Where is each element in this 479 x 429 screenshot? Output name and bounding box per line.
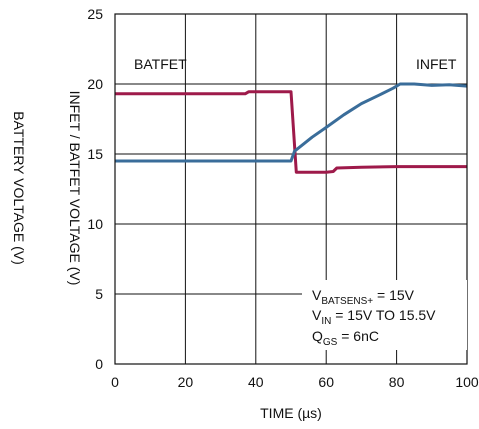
y-tick-label: 10	[87, 216, 103, 232]
y-axis-label: INFET / BATFET VOLTAGE (V)	[67, 91, 83, 286]
annotation-vin: VIN = 15V TO 15.5V	[312, 307, 436, 327]
y-tick-labels: 0 5 10 15 20 25	[87, 6, 103, 372]
series-line-infet	[115, 82, 468, 163]
annotation-vbatsens: VBATSENS+ = 15V	[312, 287, 415, 307]
x-tick-label: 20	[178, 374, 194, 390]
x-tick-labels: 0 20 40 60 80 100	[111, 374, 479, 390]
y-tick-label: 20	[87, 76, 103, 92]
x-tick-label: 100	[455, 374, 479, 390]
series-label-batfet: BATFET	[134, 56, 187, 72]
x-tick-label: 40	[248, 374, 264, 390]
y-tick-label: 5	[95, 286, 103, 302]
y-tick-label: 0	[95, 356, 103, 372]
annotation-qgs: QGS = 6nC	[312, 328, 379, 348]
annotation-box	[302, 280, 467, 350]
x-tick-label: 60	[318, 374, 334, 390]
series-line-batfet	[115, 90, 467, 174]
plot-frame	[114, 13, 468, 365]
series-label-infet: INFET	[416, 56, 457, 72]
y-axis-label-secondary: BATTERY VOLTAGE (V)	[11, 111, 27, 265]
series-layer	[115, 82, 468, 174]
x-axis-label: TIME (µs)	[260, 405, 322, 421]
x-tick-label: 0	[111, 374, 119, 390]
grid	[115, 14, 467, 364]
x-tick-label: 80	[389, 374, 405, 390]
y-tick-label: 25	[87, 6, 103, 22]
y-tick-label: 15	[87, 146, 103, 162]
